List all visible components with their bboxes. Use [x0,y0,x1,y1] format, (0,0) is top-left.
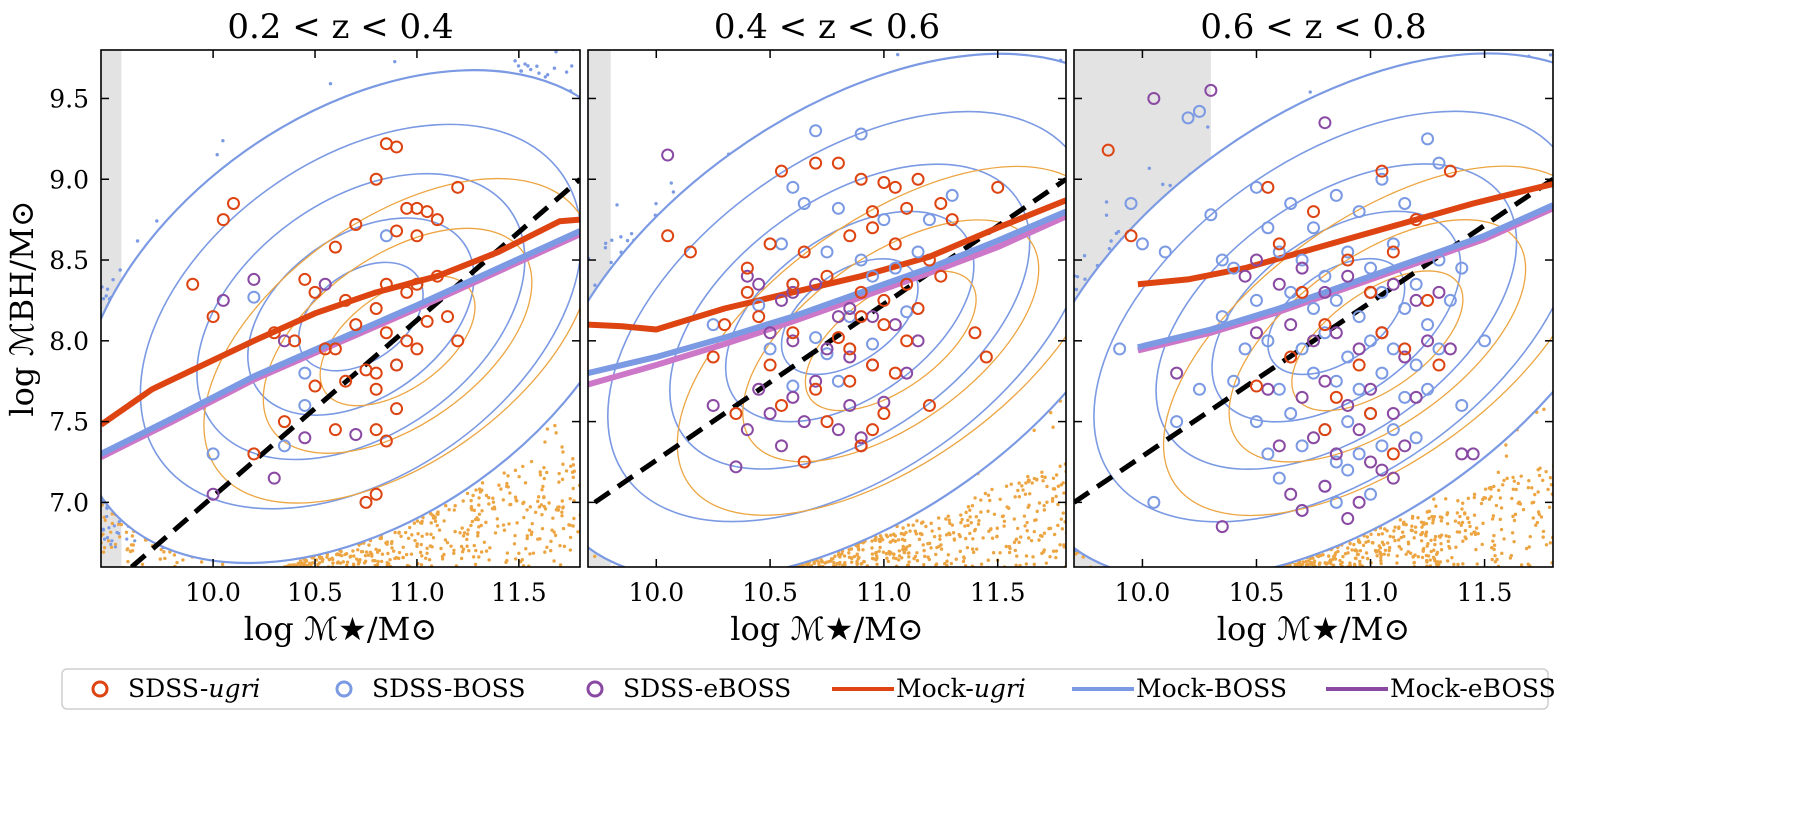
x-axis-label: log ℳ★/M⊙ [1217,610,1410,648]
x-tick-label: 11.5 [970,578,1026,607]
legend-label: SDSS-ugri [128,674,260,703]
y-tick-label: 7.5 [49,408,89,437]
y-tick-label: 9.5 [49,84,89,113]
panel-title: 0.4 < z < 0.6 [714,7,940,47]
y-axis-label: log ℳBH/M⊙ [3,200,41,416]
x-tick-label: 11.5 [491,578,547,607]
panel-title: 0.2 < z < 0.4 [227,7,453,47]
y-tick-label: 8.5 [49,246,89,275]
legend-label: Mock-ugri [896,674,1026,703]
x-tick-label: 11.0 [389,578,445,607]
x-tick-label: 11.0 [1343,578,1399,607]
y-tick-label: 8.0 [49,327,89,356]
x-axis-label: log ℳ★/M⊙ [730,610,923,648]
x-tick-label: 10.5 [1229,578,1285,607]
legend-box [62,669,1548,709]
x-tick-label: 10.0 [185,578,241,607]
legend-label: SDSS-BOSS [372,674,526,703]
panel-title: 0.6 < z < 0.8 [1200,7,1426,47]
legend: SDSS-ugri SDSS-BOSS SDSS-eBOSS Mock-ugri Moc… [62,669,1556,709]
legend-label: Mock-BOSS [1136,674,1287,703]
x-tick-label: 10.5 [287,578,343,607]
data-point [662,150,673,161]
legend-label: Mock-eBOSS [1390,674,1556,703]
x-tick-label: 10.5 [742,578,798,607]
y-tick-label: 9.0 [49,165,89,194]
panels: 10.0 10.5 11.0 11.5 7.0 7.5 8.0 8.5 9.0 9.5 0.2 < … [0,0,1800,686]
x-tick-label: 11.5 [1457,578,1513,607]
x-tick-label: 10.0 [1115,578,1171,607]
legend-label: SDSS-eBOSS [623,674,791,703]
x-axis-label: log ℳ★/M⊙ [244,610,437,648]
x-tick-label: 11.0 [856,578,912,607]
x-tick-label: 10.0 [628,578,684,607]
y-tick-label: 7.0 [49,488,89,517]
